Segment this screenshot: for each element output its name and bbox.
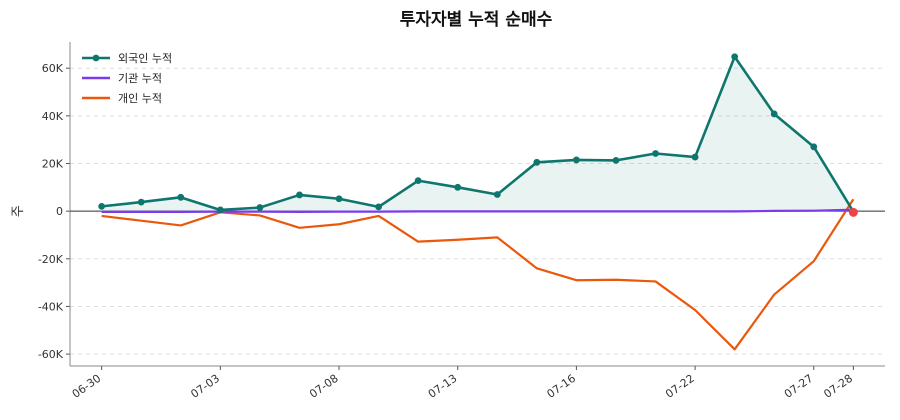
y-tick-label: 60K [42, 62, 64, 75]
series-line-0 [101, 55, 855, 213]
series-point-0 [177, 193, 185, 201]
series-line-2 [101, 198, 855, 351]
series-point-0 [414, 177, 422, 185]
series-point-0 [731, 53, 739, 61]
series-point-0 [216, 206, 224, 214]
y-tick-label: 20K [42, 158, 64, 171]
y-tick-label: -40K [38, 300, 64, 313]
x-tick-label: 07-28 [821, 372, 855, 401]
series-point-0 [770, 110, 778, 118]
y-tick-label: -20K [38, 253, 64, 266]
x-tick-label: 07-03 [188, 372, 222, 401]
series-point-0 [691, 153, 699, 161]
series-point-0 [296, 191, 303, 199]
series-point-0 [454, 183, 462, 191]
series-point-0 [256, 204, 264, 211]
series-point-0 [375, 203, 382, 211]
series-point-0 [335, 195, 343, 203]
series-point-0 [612, 157, 620, 164]
y-tick-label: -60K [38, 348, 64, 361]
x-tick-label: 07-27 [782, 372, 816, 401]
x-tick-label: 07-16 [544, 372, 578, 401]
legend-label-2: 개인 누적 [118, 92, 162, 105]
x-tick-label: 07-13 [426, 372, 460, 401]
x-tick-label: 06-30 [70, 372, 104, 401]
legend-label-1: 기관 누적 [118, 72, 162, 85]
legend-label-0: 외국인 누적 [118, 52, 172, 65]
series-area-0 [101, 56, 854, 212]
series-point-0 [98, 202, 106, 210]
series-point-0 [137, 198, 145, 206]
x-tick-label: 07-08 [307, 372, 341, 401]
series-point-0 [533, 158, 541, 166]
y-tick-label: 40K [42, 110, 64, 123]
legend-marker-0 [92, 54, 100, 62]
y-axis-label: 주 [11, 205, 26, 217]
y-tick-label: 0 [56, 205, 63, 218]
series-point-0 [493, 191, 501, 198]
highlight-point [848, 207, 858, 217]
x-tick-label: 07-22 [663, 372, 697, 401]
series-point-0 [573, 156, 580, 164]
series-line-1 [101, 208, 854, 213]
chart-title: 투자자별 누적 순매수 [400, 10, 553, 30]
series-point-0 [810, 143, 818, 151]
series-point-0 [652, 150, 659, 157]
